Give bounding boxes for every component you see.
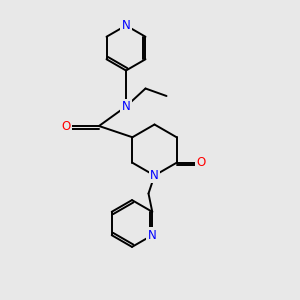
Text: O: O — [196, 156, 206, 169]
Text: N: N — [150, 169, 159, 182]
Text: O: O — [61, 119, 70, 133]
Text: N: N — [122, 100, 130, 113]
Text: N: N — [148, 229, 157, 242]
Text: N: N — [122, 19, 130, 32]
